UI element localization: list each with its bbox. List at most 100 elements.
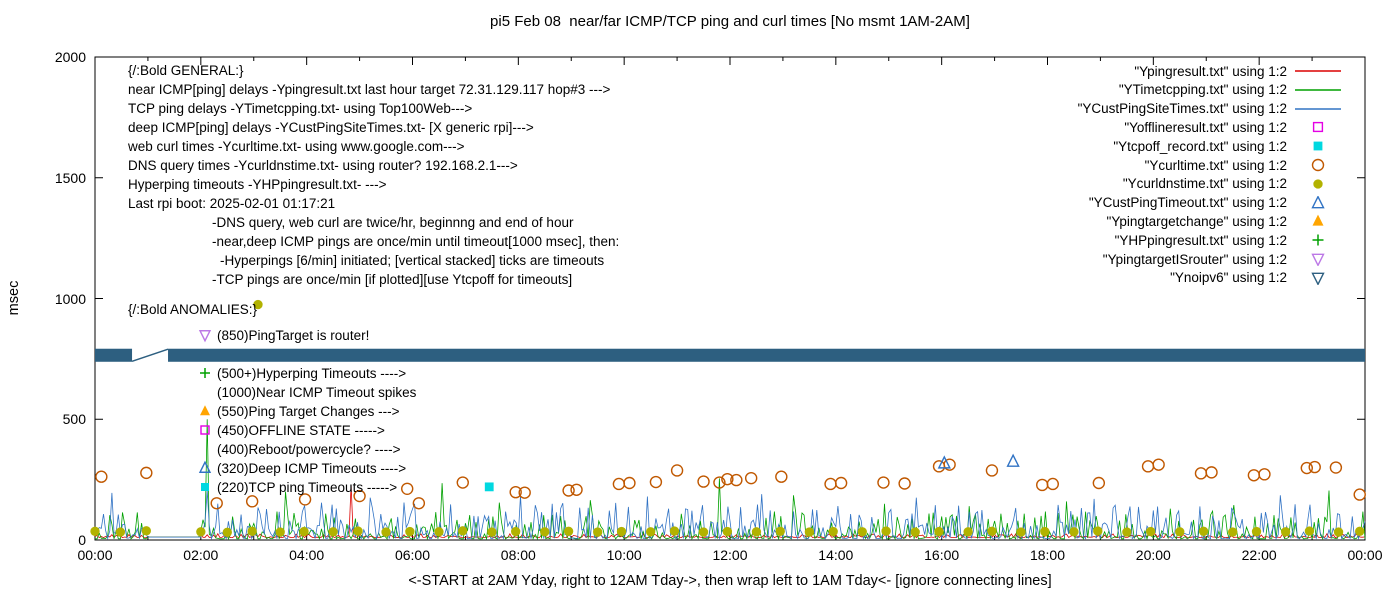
- circle-filled-icon: [1146, 526, 1156, 537]
- circle-filled-icon: [1228, 527, 1238, 537]
- circle-filled-icon: [196, 527, 206, 537]
- circle-filled-icon: [328, 527, 338, 537]
- annotation-anomaly-line: (500+)Hyperping Timeouts ---->: [197, 365, 406, 381]
- circle-filled-icon: [698, 527, 709, 537]
- circle-filled-icon: [275, 527, 285, 537]
- legend-label: "YCustPingTimeout.txt" using 1:2: [1088, 195, 1287, 211]
- legend-label: "Ycurltime.txt" using 1:2: [1144, 157, 1287, 173]
- circle-open-icon: [140, 466, 153, 480]
- annotation-general-line: deep ICMP[ping] delays -YCustPingSiteTim…: [128, 120, 534, 135]
- circle-filled-icon: [1069, 527, 1079, 537]
- legend-label: "Ytcpoff_record.txt" using 1:2: [1113, 138, 1287, 154]
- circle-open-icon: [298, 493, 312, 506]
- circle-open-icon: [775, 470, 788, 483]
- x-tick-label: 02:00: [183, 547, 219, 563]
- circle-open-icon: [562, 484, 575, 497]
- legend-label: "Ypingtargetchange" using 1:2: [1106, 213, 1287, 229]
- circle-open-icon: [1152, 458, 1165, 471]
- circle-open-icon: [1329, 461, 1343, 474]
- circle-open-icon: [95, 470, 108, 483]
- legend-item: "Ycurltime.txt" using 1:2: [1145, 157, 1342, 173]
- x-tick-label: 04:00: [289, 547, 325, 563]
- legend-label: "YCustPingSiteTimes.txt" using 1:2: [1077, 101, 1287, 117]
- circle-open-icon: [623, 476, 636, 490]
- y-tick-label: 1500: [54, 169, 86, 186]
- circle-open-icon: [1036, 478, 1049, 492]
- circle-open-icon: [401, 482, 414, 496]
- annotation-general-line: TCP ping delays -YTimetcpping.txt- using…: [128, 101, 473, 116]
- legend-glyph-line-icon: [1295, 107, 1341, 110]
- circle-filled-icon: [1251, 526, 1262, 537]
- x-tick-label: 16:00: [924, 547, 960, 563]
- legend-item: "YCustPingSiteTimes.txt" using 1:2: [1078, 101, 1342, 117]
- annotation-anomaly-line: (320)Deep ICMP Timeouts ---->: [197, 460, 406, 476]
- circle-filled-icon: [540, 527, 550, 537]
- annotation-anomaly-line: (400)Reboot/powercycle? ---->: [197, 441, 400, 457]
- x-tick-label: 10:00: [606, 547, 642, 563]
- anomaly-text: (500+)Hyperping Timeouts ---->: [217, 365, 407, 381]
- circle-filled-icon: [722, 526, 733, 537]
- circle-filled-icon: [458, 526, 468, 536]
- x-tick-label: 12:00: [712, 547, 748, 563]
- square-open-icon: [200, 425, 210, 435]
- y-tick-label: 500: [62, 411, 86, 428]
- circle-filled-icon: [511, 526, 521, 537]
- legend-item: "Ypingtargetchange" using 1:2: [1107, 213, 1342, 229]
- x-tick-label: 14:00: [818, 547, 854, 563]
- circle-filled-icon: [115, 527, 126, 537]
- circle-filled-icon: [934, 526, 944, 537]
- triangle-up-open-icon: [198, 460, 212, 473]
- annotation-anomalies-header: {/:Bold ANOMALIES:}: [128, 302, 258, 317]
- legend-item: "YTimetcpping.txt" using 1:2: [1119, 82, 1342, 98]
- legend-glyph-triangle-down-open-icon: [1311, 272, 1325, 285]
- circle-open-icon: [456, 476, 469, 489]
- circle-filled-icon: [910, 527, 920, 537]
- legend-glyph-line-icon: [1295, 88, 1341, 91]
- legend-label: "Ycurldnstime.txt" using 1:2: [1122, 176, 1287, 192]
- anomaly-spacer: [197, 441, 215, 457]
- triangle-down-open-icon: [1311, 272, 1325, 285]
- legend-item: "YHPpingresult.txt" using 1:2: [1115, 232, 1342, 248]
- legend-item: "Yofflineresult.txt" using 1:2: [1124, 119, 1342, 135]
- legend-label: "YpingtargetISrouter" using 1:2: [1102, 251, 1287, 267]
- circle-filled-icon: [881, 526, 891, 536]
- legend-glyph-square-open-icon: [1312, 122, 1324, 133]
- circle-open-icon: [898, 477, 911, 490]
- circle-open-icon: [697, 475, 710, 488]
- circle-filled-icon: [563, 526, 574, 536]
- anomaly-square-filled-icon: [201, 483, 209, 491]
- triangle-up-filled-icon: [1312, 215, 1324, 227]
- y-axis-label: msec: [6, 280, 22, 316]
- circle-filled-icon: [645, 527, 656, 537]
- square-filled-icon: [1313, 141, 1323, 151]
- annotation-anomaly-line: (220)TCP ping Timeouts ----->: [197, 479, 397, 495]
- legend-item: "Ynoipv6" using 1:2: [1170, 270, 1342, 286]
- legend-glyph-triangle-down-open-icon: [1311, 253, 1325, 266]
- anomaly-text: (1000)Near ICMP Timeout spikes: [217, 384, 417, 400]
- legend-item: "YpingtargetISrouter" using 1:2: [1103, 251, 1342, 267]
- triangle-up-filled-icon: [200, 405, 210, 416]
- circle-filled-icon: [141, 526, 152, 536]
- anomaly-spacer: [197, 346, 215, 362]
- circle-filled-icon: [1313, 179, 1323, 189]
- circle-filled-icon: [90, 526, 100, 536]
- square-filled-icon: [201, 483, 209, 491]
- circle-open-icon: [824, 477, 837, 491]
- circle-open-icon: [1247, 469, 1261, 482]
- circle-filled-icon: [963, 527, 973, 537]
- annotation-general-line: Last rpi boot: 2025-02-01 01:17:21: [128, 196, 336, 211]
- anomaly-triangle-up-open-icon: [198, 460, 212, 473]
- circle-open-icon: [412, 497, 426, 510]
- triangle-down-open-icon: [198, 330, 212, 343]
- annotation-general-line: -DNS query, web curl are twice/hr, begin…: [212, 215, 574, 230]
- circle-filled-icon: [987, 526, 997, 536]
- circle-open-icon: [985, 464, 999, 477]
- band-Ynoipv6: [95, 348, 133, 362]
- circle-filled-icon: [381, 527, 391, 537]
- circle-filled-icon: [1355, 526, 1365, 536]
- circle-filled-icon: [1122, 527, 1132, 537]
- legend-label: "YHPpingresult.txt" using 1:2: [1114, 232, 1287, 248]
- annotation-general-line: -Hyperpings [6/min] initiated; [vertical…: [220, 253, 605, 268]
- circle-filled-icon: [222, 527, 232, 537]
- legend-glyph-triangle-up-filled-icon: [1312, 215, 1324, 227]
